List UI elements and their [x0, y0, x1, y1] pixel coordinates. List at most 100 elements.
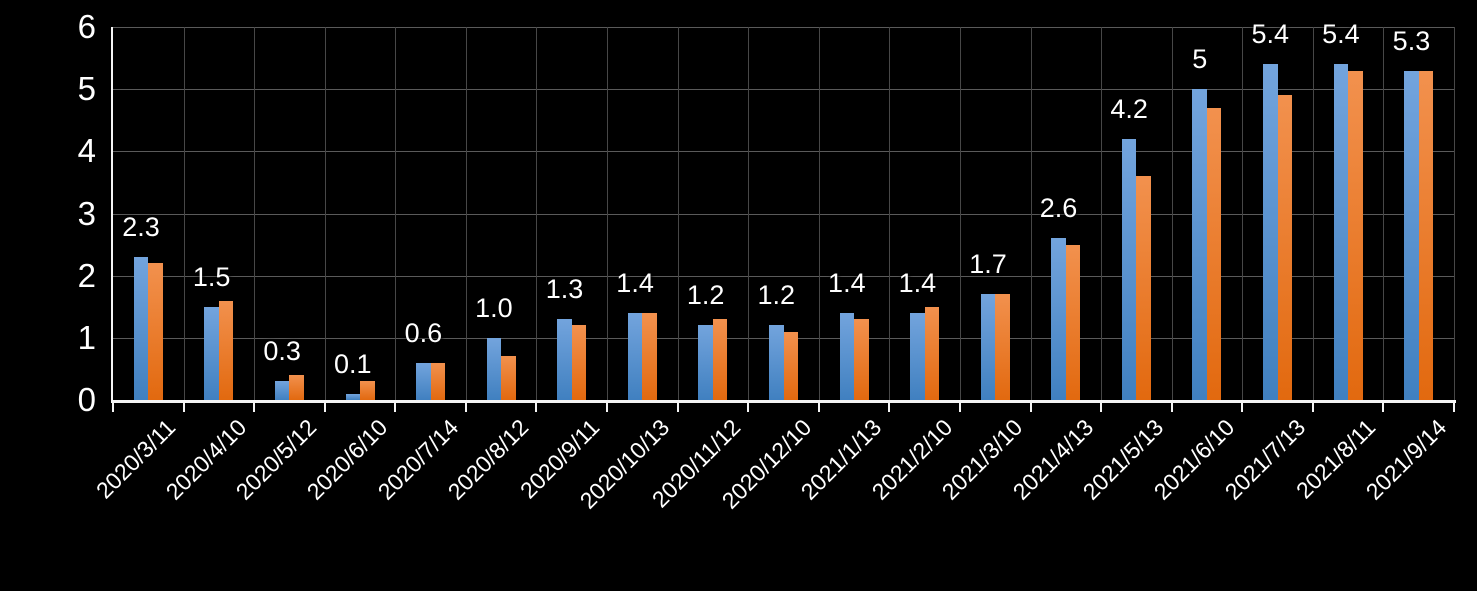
horizontal-gridline: [113, 213, 1454, 215]
x-axis-tick: [888, 403, 891, 412]
vertical-gridline: [607, 27, 609, 400]
data-label: 1.2: [686, 280, 725, 311]
vertical-gridline: [1454, 27, 1455, 400]
data-label: 5.4: [1251, 19, 1290, 50]
horizontal-gridline: [113, 89, 1454, 91]
bar-blue-2020/4/10: [204, 306, 219, 400]
horizontal-gridline: [113, 27, 1454, 28]
vertical-gridline: [395, 27, 397, 400]
x-axis-tick: [1241, 403, 1244, 412]
data-label: 2.3: [122, 212, 160, 243]
data-label: 0.6: [404, 317, 443, 348]
vertical-gridline: [183, 27, 185, 400]
x-axis-tick: [817, 403, 820, 412]
bar-orange-2021/3/10: [995, 294, 1010, 400]
bar-blue-2020/5/12: [274, 381, 290, 400]
x-axis-tick: [1453, 403, 1455, 412]
bar-orange-2021/9/14: [1418, 70, 1434, 400]
data-label: 5: [1192, 44, 1208, 75]
data-label: 1.3: [545, 274, 584, 305]
bar-blue-2020/7/14: [416, 362, 431, 400]
x-axis-tick: [112, 403, 114, 412]
data-label: 0.1: [333, 348, 372, 379]
bar-orange-2020/10/13: [642, 312, 657, 400]
data-label: 1.4: [616, 267, 654, 298]
vertical-gridline: [254, 27, 256, 400]
bar-orange-2020/11/12: [712, 319, 728, 400]
y-tick-label: 1: [77, 318, 96, 356]
x-axis-tick: [464, 403, 467, 412]
horizontal-gridline: [113, 151, 1454, 153]
vertical-gridline: [465, 27, 467, 400]
x-axis-tick: [535, 403, 538, 412]
bar-blue-2021/6/10: [1192, 89, 1207, 400]
vertical-gridline: [1312, 27, 1314, 400]
bar-blue-2021/2/10: [910, 312, 925, 400]
bar-orange-2020/9/11: [571, 325, 587, 400]
y-tick-label: 2: [77, 256, 96, 294]
vertical-gridline: [1101, 27, 1103, 400]
y-tick-label: 4: [77, 132, 96, 170]
x-axis-tick: [182, 403, 185, 412]
x-axis-line: [111, 400, 1456, 403]
bar-blue-2020/11/12: [698, 325, 713, 400]
x-axis-tick: [1170, 403, 1173, 412]
data-label: 5.3: [1392, 25, 1431, 56]
x-axis-tick: [606, 403, 609, 412]
bar-orange-2021/6/10: [1206, 107, 1222, 400]
vertical-gridline: [1171, 27, 1173, 400]
y-axis-line: [111, 27, 113, 403]
x-axis-tick: [1382, 403, 1385, 412]
data-label: 5.4: [1322, 19, 1360, 50]
bar-blue-2021/8/11: [1333, 64, 1349, 400]
x-axis-tick: [958, 403, 961, 412]
vertical-gridline: [818, 27, 820, 400]
y-tick-label: 3: [77, 194, 96, 232]
vertical-gridline: [889, 27, 891, 400]
x-axis-tick: [394, 403, 397, 412]
bar-blue-2021/5/13: [1121, 138, 1137, 400]
data-label: 1.2: [757, 280, 796, 311]
data-label: 0.3: [263, 336, 301, 367]
vertical-gridline: [748, 27, 750, 400]
bar-blue-2021/1/13: [839, 312, 855, 400]
vertical-gridline: [536, 27, 538, 400]
vertical-gridline: [677, 27, 679, 400]
bar-blue-2020/8/12: [486, 337, 502, 400]
horizontal-gridline: [113, 275, 1454, 277]
bar-blue-2021/4/13: [1051, 238, 1066, 400]
bar-blue-2020/12/10: [769, 325, 784, 400]
vertical-gridline: [1242, 27, 1244, 400]
x-axis-tick: [323, 403, 326, 412]
x-axis-tick: [253, 403, 256, 412]
vertical-gridline: [1383, 27, 1385, 400]
bar-orange-2021/2/10: [924, 306, 940, 400]
bar-orange-2020/6/10: [360, 381, 375, 400]
data-label: 1.5: [192, 261, 231, 292]
data-label: 1.0: [475, 292, 513, 323]
x-axis-tick: [1029, 403, 1032, 412]
bar-blue-2020/10/13: [627, 312, 643, 400]
x-axis-tick: [747, 403, 750, 412]
bar-orange-2020/3/11: [148, 263, 163, 400]
bar-blue-2020/9/11: [557, 319, 572, 400]
vertical-gridline: [1030, 27, 1032, 400]
bar-orange-2021/8/11: [1348, 70, 1363, 400]
bar-orange-2021/1/13: [854, 319, 869, 400]
y-tick-label: 5: [77, 70, 96, 108]
data-label: 1.4: [828, 267, 866, 298]
bar-orange-2021/5/13: [1136, 176, 1151, 400]
vertical-gridline: [324, 27, 326, 400]
data-label: 1.7: [969, 249, 1007, 280]
bar-orange-2021/4/13: [1065, 244, 1081, 400]
bar-blue-2020/6/10: [345, 393, 361, 400]
x-axis-tick: [1311, 403, 1314, 412]
bar-orange-2021/7/13: [1277, 95, 1293, 400]
y-tick-label: 6: [77, 8, 96, 45]
bar-blue-2020/3/11: [133, 257, 149, 400]
data-label: 1.4: [898, 267, 937, 298]
bar-orange-2020/12/10: [783, 331, 798, 400]
y-tick-label: 0: [77, 381, 96, 418]
data-label: 4.2: [1110, 93, 1148, 124]
